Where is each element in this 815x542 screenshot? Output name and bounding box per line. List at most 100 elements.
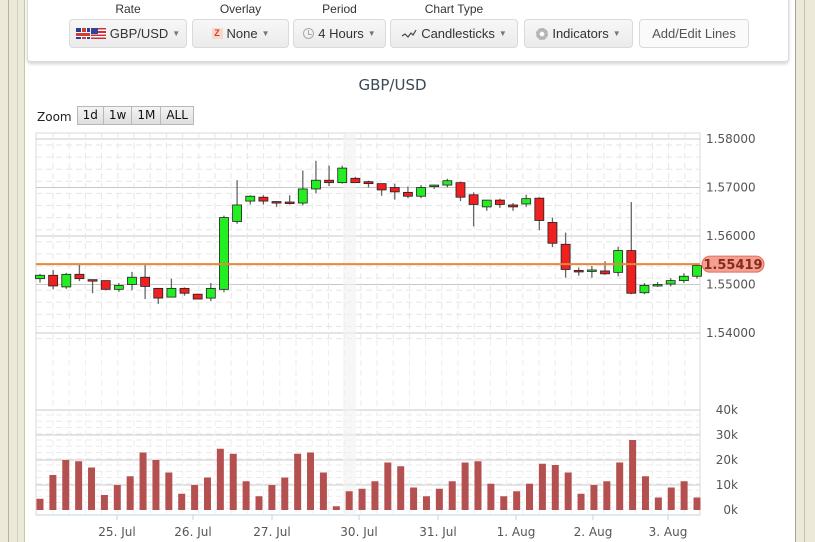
chevron-down-icon: ▼ [367, 29, 376, 38]
rate-group: Rate GBP/USD ▼ [69, 1, 187, 48]
zoom-all-button[interactable]: ALL [161, 106, 194, 125]
candle [297, 188, 308, 204]
candle [613, 250, 624, 273]
candle [192, 293, 203, 300]
svg-text:30. Jul: 30. Jul [340, 525, 377, 539]
volume-bar [319, 472, 327, 510]
candle [534, 197, 545, 221]
gear-icon [536, 27, 549, 40]
rate-dropdown[interactable]: GBP/USD ▼ [69, 19, 187, 48]
candle [389, 187, 400, 193]
overlay-group: Overlay Z None ▼ [192, 1, 289, 48]
candle [100, 280, 111, 290]
volume-bar [113, 485, 121, 510]
period-value: 4 Hours [318, 26, 364, 41]
period-label: Period [322, 2, 357, 16]
volume-bar [191, 485, 199, 510]
volume-bar [178, 493, 186, 510]
candle [35, 274, 45, 280]
period-group: Period 4 Hours ▼ [293, 1, 386, 48]
candle [153, 287, 164, 299]
volume-bars [36, 440, 701, 510]
candle [573, 270, 584, 273]
volume-bar [307, 452, 315, 510]
candle [245, 195, 256, 202]
volume-bar [75, 461, 83, 510]
volume-bar [603, 481, 611, 510]
candle [692, 265, 702, 277]
chart-title: GBP/USD [358, 76, 427, 94]
svg-text:1.55000: 1.55000 [706, 278, 756, 292]
volume-bar [358, 488, 366, 510]
candle [350, 177, 361, 184]
volume-bar [62, 460, 70, 510]
candle [61, 273, 72, 288]
svg-text:40k: 40k [716, 403, 738, 417]
candle [521, 198, 532, 205]
candle [258, 196, 269, 202]
volume-bar [281, 477, 289, 510]
candle [311, 179, 321, 190]
zoom-1d-button[interactable]: 1d [76, 106, 104, 125]
volume-bar [629, 440, 637, 510]
candle [363, 181, 374, 185]
svg-text:1.56000: 1.56000 [706, 229, 756, 243]
chart-type-label: Chart Type [424, 2, 484, 16]
candle [481, 199, 492, 208]
volume-bar [448, 481, 456, 510]
candle [586, 269, 597, 272]
svg-text:0k: 0k [723, 503, 738, 517]
indicators-group: Indicators ▼ [524, 1, 633, 48]
period-dropdown[interactable]: 4 Hours ▼ [293, 19, 386, 48]
volume-bar [255, 496, 263, 510]
candle [337, 167, 348, 184]
zoom-1m-button[interactable]: 1M [132, 106, 162, 125]
candle [600, 270, 610, 275]
volume-bar [332, 506, 340, 510]
uk-us-flag-icon [75, 28, 106, 39]
svg-text:1.54000: 1.54000 [706, 326, 756, 340]
indicators-dropdown[interactable]: Indicators ▼ [524, 19, 633, 48]
volume-bar [590, 485, 598, 510]
window-frame-right [795, 0, 815, 542]
volume-bar [526, 483, 534, 510]
candle [284, 201, 295, 204]
candle [74, 273, 85, 280]
rate-value: GBP/USD [109, 26, 169, 41]
zoom-label: Zoom [37, 110, 72, 124]
current-price-badge [701, 255, 765, 273]
candle [232, 204, 243, 222]
volume-bar [667, 487, 675, 510]
add-edit-lines-button[interactable]: Add/Edit Lines [639, 19, 749, 48]
svg-text:10k: 10k [716, 478, 738, 492]
candle [324, 179, 334, 184]
zoom-1w-button[interactable]: 1w [103, 106, 133, 125]
volume-bar [268, 485, 276, 510]
volume-bar [242, 481, 250, 510]
candle [127, 276, 137, 285]
svg-text:3. Aug: 3. Aug [649, 525, 688, 539]
volume-bar [538, 463, 546, 510]
volume-bar [422, 496, 430, 510]
volume-bar [49, 475, 57, 510]
volume-bar [203, 477, 211, 510]
volume-bar [229, 453, 237, 510]
current-price-line: 1.55419 [36, 255, 765, 273]
overlay-dropdown[interactable]: Z None ▼ [192, 19, 289, 48]
candle [639, 285, 650, 294]
indicators-value: Indicators [552, 26, 609, 41]
candle [429, 184, 440, 187]
volume-bar [500, 496, 508, 510]
chart-type-dropdown[interactable]: Candlesticks ▼ [390, 19, 518, 48]
candle [508, 204, 518, 208]
chart-type-group: Chart Type Candlesticks ▼ [390, 1, 518, 48]
svg-text:1.55419: 1.55419 [703, 258, 762, 273]
volume-bar [139, 452, 147, 510]
svg-text:1. Aug: 1. Aug [497, 525, 536, 539]
volume-bar [474, 461, 482, 510]
volume-bar [216, 448, 224, 510]
candle [179, 287, 190, 294]
candle [416, 187, 426, 197]
candle [560, 243, 571, 270]
